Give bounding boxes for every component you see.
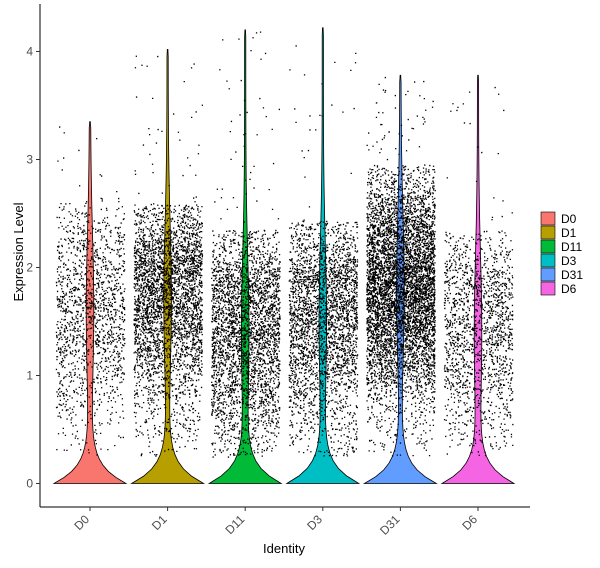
legend-swatch-d6: [540, 281, 556, 296]
violins-layer: [52, 27, 516, 484]
legend-label-d0: D0: [561, 212, 577, 226]
x-axis-title: Identity: [263, 541, 305, 556]
points-d31: [366, 76, 436, 457]
points-d3: [288, 45, 359, 457]
y-tick-label: 3: [26, 153, 33, 167]
jitter-points-layer: [55, 31, 514, 458]
x-tick-label: D3: [304, 512, 325, 533]
x-tick-label: D0: [71, 512, 92, 533]
x-tick-label: D31: [377, 512, 403, 538]
y-tick-label: 4: [26, 45, 33, 59]
x-tick-label: D6: [459, 512, 480, 533]
legend-label-d1: D1: [561, 226, 577, 240]
legend-swatch-d31: [540, 267, 556, 282]
points-d1: [133, 55, 204, 457]
legend-swatch-d11: [540, 239, 556, 254]
y-axis: 0 1 2 3 4: [26, 4, 41, 507]
points-d6: [443, 86, 514, 457]
legend-label-d6: D6: [561, 282, 577, 296]
violin-d6: [440, 74, 516, 484]
x-axis: D0 D1 D11 D3 D31 D6: [40, 506, 530, 538]
legend-label-d31: D31: [561, 268, 583, 282]
plot-area: [52, 27, 516, 484]
legend-label-d3: D3: [561, 254, 577, 268]
legend-swatch-d3: [540, 253, 556, 268]
points-d11: [211, 31, 281, 458]
violin-d3: [285, 27, 361, 484]
y-tick-label: 1: [26, 369, 33, 383]
x-tick-label: D11: [222, 512, 247, 537]
y-tick-label: 0: [26, 477, 33, 491]
points-d0: [55, 126, 126, 456]
legend-swatch-d1: [540, 225, 556, 240]
legend-label-d11: D11: [561, 240, 582, 254]
x-tick-label: D1: [149, 512, 170, 533]
y-axis-title: Expression Level: [11, 202, 26, 301]
y-tick-label: 2: [26, 261, 33, 275]
legend-swatch-d0: [540, 211, 556, 226]
